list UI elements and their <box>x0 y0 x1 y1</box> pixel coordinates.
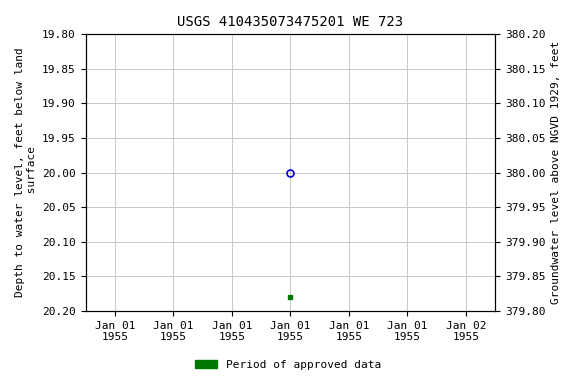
Title: USGS 410435073475201 WE 723: USGS 410435073475201 WE 723 <box>177 15 403 29</box>
Legend: Period of approved data: Period of approved data <box>191 356 385 375</box>
Y-axis label: Depth to water level, feet below land
 surface: Depth to water level, feet below land su… <box>15 48 37 298</box>
Y-axis label: Groundwater level above NGVD 1929, feet: Groundwater level above NGVD 1929, feet <box>551 41 561 304</box>
